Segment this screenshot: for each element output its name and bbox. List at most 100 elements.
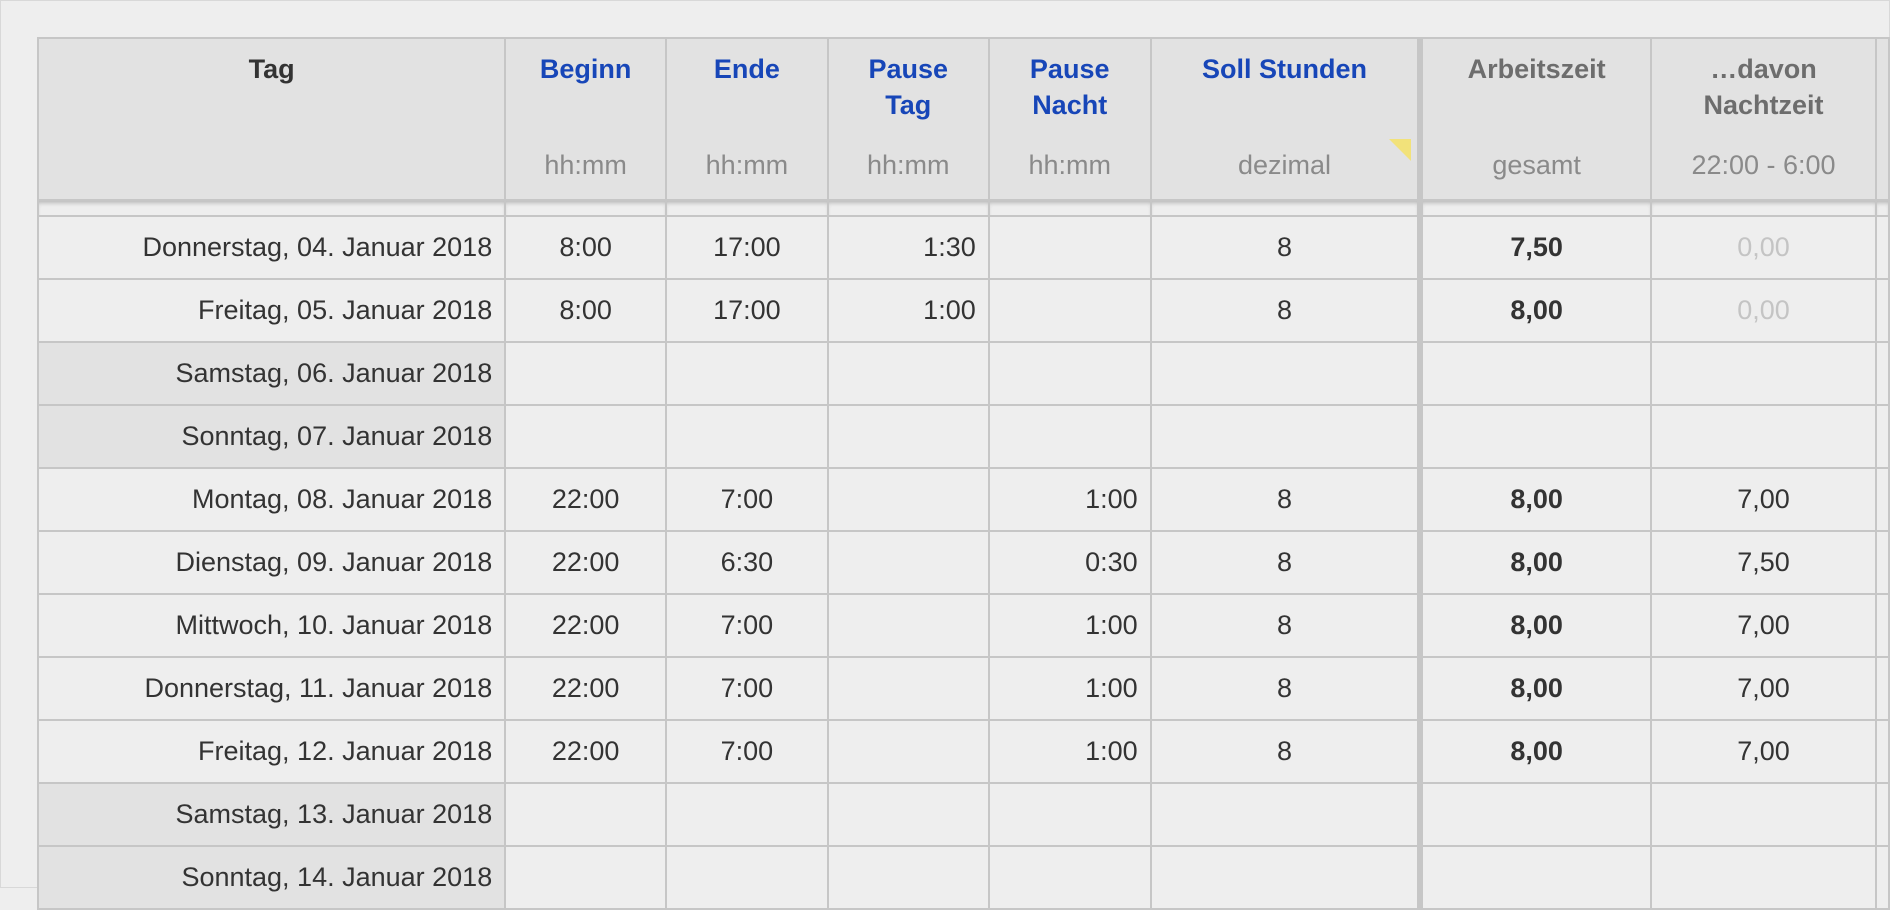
arbeitszeit-cell: 8,00 <box>1417 530 1653 595</box>
extra-cell <box>1874 530 1890 595</box>
arbeitszeit-cell <box>1417 341 1653 406</box>
beginn-cell[interactable] <box>504 782 668 847</box>
pause-nacht-cell[interactable] <box>987 341 1152 406</box>
beginn-cell[interactable] <box>504 845 668 910</box>
pause-tag-cell[interactable] <box>826 530 990 595</box>
header-beginn[interactable]: Beginn hh:mm <box>504 37 668 201</box>
nachtzeit-cell <box>1650 341 1877 406</box>
pause-nacht-cell[interactable] <box>987 782 1152 847</box>
header-soll-stunden[interactable]: Soll Stunden dezimal <box>1149 37 1422 201</box>
soll-stunden-cell[interactable] <box>1149 782 1422 847</box>
soll-stunden-cell[interactable]: 8 <box>1149 593 1422 658</box>
nachtzeit-cell <box>1650 404 1877 469</box>
nachtzeit-cell: 0,00 <box>1650 278 1877 343</box>
tag-cell: Donnerstag, 11. Januar 2018 <box>36 656 507 721</box>
ende-cell[interactable]: 6:30 <box>665 530 829 595</box>
pause-tag-cell[interactable] <box>826 467 990 532</box>
table-row: Samstag, 06. Januar 2018 <box>36 341 1890 406</box>
soll-stunden-cell[interactable]: 8 <box>1149 467 1422 532</box>
soll-stunden-cell[interactable] <box>1149 341 1422 406</box>
ende-cell[interactable] <box>665 782 829 847</box>
beginn-cell[interactable]: 22:00 <box>504 719 668 784</box>
pause-nacht-cell[interactable]: 1:00 <box>987 593 1152 658</box>
comment-marker-icon[interactable] <box>1389 139 1412 161</box>
ende-cell[interactable] <box>665 341 829 406</box>
arbeitszeit-cell <box>1417 845 1653 910</box>
pause-nacht-cell[interactable] <box>987 404 1152 469</box>
pause-nacht-cell[interactable]: 0:30 <box>987 530 1152 595</box>
soll-stunden-cell[interactable]: 8 <box>1149 530 1422 595</box>
tag-cell: Donnerstag, 04. Januar 2018 <box>36 215 507 280</box>
header-row: Tag Beginn hh:mm Ende hh:mm Pause Tag hh:mm… <box>36 37 1890 201</box>
extra-cell <box>1874 404 1890 469</box>
arbeitszeit-cell: 8,00 <box>1417 593 1653 658</box>
tag-cell: Sonntag, 07. Januar 2018 <box>36 404 507 469</box>
ende-cell[interactable]: 7:00 <box>665 656 829 721</box>
pause-tag-cell[interactable] <box>826 404 990 469</box>
extra-cell <box>1874 278 1890 343</box>
tag-cell: Samstag, 06. Januar 2018 <box>36 341 507 406</box>
nachtzeit-cell: 7,00 <box>1650 467 1877 532</box>
arbeitszeit-cell: 8,00 <box>1417 719 1653 784</box>
nachtzeit-cell <box>1650 782 1877 847</box>
pause-tag-cell[interactable] <box>826 656 990 721</box>
pause-tag-cell[interactable] <box>826 593 990 658</box>
nachtzeit-cell: 7,50 <box>1650 530 1877 595</box>
soll-stunden-cell[interactable]: 8 <box>1149 719 1422 784</box>
soll-stunden-cell[interactable]: 8 <box>1149 215 1422 280</box>
ende-cell[interactable]: 17:00 <box>665 215 829 280</box>
ende-cell[interactable]: 17:00 <box>665 278 829 343</box>
extra-cell <box>1874 467 1890 532</box>
beginn-cell[interactable]: 22:00 <box>504 530 668 595</box>
beginn-cell[interactable]: 8:00 <box>504 278 668 343</box>
pause-tag-cell[interactable]: 1:00 <box>826 278 990 343</box>
ende-cell[interactable] <box>665 404 829 469</box>
soll-stunden-cell[interactable] <box>1149 845 1422 910</box>
beginn-cell[interactable]: 8:00 <box>504 215 668 280</box>
table-row: Donnerstag, 11. Januar 2018 22:00 7:00 1:00… <box>36 656 1890 721</box>
header-pause-tag[interactable]: Pause Tag hh:mm <box>826 37 990 201</box>
table-row: Mittwoch, 10. Januar 2018 22:00 7:00 1:00 8 8… <box>36 593 1890 658</box>
table-row: Freitag, 05. Januar 2018 8:00 17:00 1:00 8 8,… <box>36 278 1890 343</box>
extra-cell <box>1874 593 1890 658</box>
pause-nacht-cell[interactable]: 1:00 <box>987 719 1152 784</box>
arbeitszeit-cell: 8,00 <box>1417 278 1653 343</box>
table-row: Sonntag, 14. Januar 2018 <box>36 845 1890 910</box>
ende-cell[interactable]: 7:00 <box>665 719 829 784</box>
arbeitszeit-cell: 7,50 <box>1417 215 1653 280</box>
table-row: Sonntag, 07. Januar 2018 <box>36 404 1890 469</box>
pause-nacht-cell[interactable] <box>987 215 1152 280</box>
ende-cell[interactable]: 7:00 <box>665 467 829 532</box>
beginn-cell[interactable]: 22:00 <box>504 467 668 532</box>
soll-stunden-cell[interactable] <box>1149 404 1422 469</box>
header-pause-nacht[interactable]: Pause Nacht hh:mm <box>987 37 1152 201</box>
pause-tag-cell[interactable] <box>826 341 990 406</box>
soll-stunden-cell[interactable]: 8 <box>1149 656 1422 721</box>
soll-stunden-cell[interactable]: 8 <box>1149 278 1422 343</box>
header-arbeitszeit: Arbeitszeit gesamt <box>1417 37 1653 201</box>
extra-cell <box>1874 845 1890 910</box>
beginn-cell[interactable] <box>504 341 668 406</box>
header-extra <box>1874 37 1890 201</box>
arbeitszeit-cell: 8,00 <box>1417 656 1653 721</box>
header-tag: Tag <box>36 37 507 201</box>
ende-cell[interactable] <box>665 845 829 910</box>
pause-tag-cell[interactable] <box>826 845 990 910</box>
arbeitszeit-cell: 8,00 <box>1417 467 1653 532</box>
pause-nacht-cell[interactable]: 1:00 <box>987 656 1152 721</box>
beginn-cell[interactable] <box>504 404 668 469</box>
ende-cell[interactable]: 7:00 <box>665 593 829 658</box>
pause-nacht-cell[interactable] <box>987 278 1152 343</box>
pause-tag-cell[interactable]: 1:30 <box>826 215 990 280</box>
pause-tag-cell[interactable] <box>826 719 990 784</box>
nachtzeit-cell: 7,00 <box>1650 656 1877 721</box>
tag-cell: Freitag, 05. Januar 2018 <box>36 278 507 343</box>
beginn-cell[interactable]: 22:00 <box>504 656 668 721</box>
extra-cell <box>1874 719 1890 784</box>
pause-nacht-cell[interactable] <box>987 845 1152 910</box>
header-ende[interactable]: Ende hh:mm <box>665 37 829 201</box>
beginn-cell[interactable]: 22:00 <box>504 593 668 658</box>
nachtzeit-cell: 7,00 <box>1650 593 1877 658</box>
pause-nacht-cell[interactable]: 1:00 <box>987 467 1152 532</box>
pause-tag-cell[interactable] <box>826 782 990 847</box>
